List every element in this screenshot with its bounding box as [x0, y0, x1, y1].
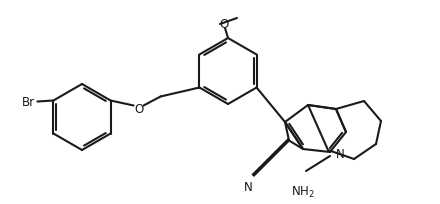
- Text: N: N: [244, 181, 253, 194]
- Text: NH$_2$: NH$_2$: [291, 184, 315, 199]
- Text: N: N: [336, 148, 345, 161]
- Text: Br: Br: [22, 95, 36, 109]
- Text: O: O: [220, 18, 229, 31]
- Text: O: O: [134, 102, 143, 115]
